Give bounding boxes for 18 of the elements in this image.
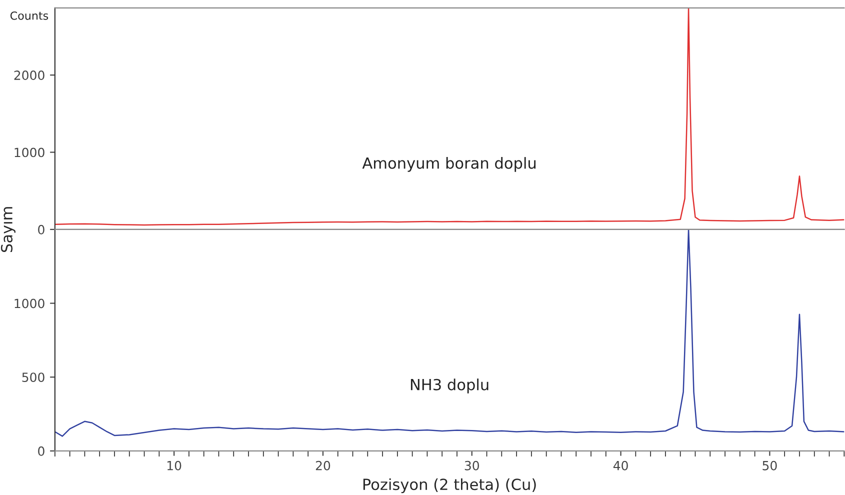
y-tick-label: 1000	[14, 298, 44, 308]
line-series	[54, 8, 844, 226]
x-tick-label: 40	[613, 460, 628, 470]
y-tick-label: 0	[38, 446, 44, 456]
x-tick-label: 30	[464, 460, 479, 470]
text: Counts	[10, 11, 48, 20]
x-tick-label: 20	[316, 460, 330, 470]
text: Amonyum boran doplu	[362, 157, 536, 172]
y-axis-title: Sayım	[0, 207, 16, 252]
y-tick-label: 1000	[14, 148, 44, 158]
x-tick-label: 50	[762, 460, 777, 470]
line-series	[54, 229, 844, 437]
x-tick-label: 10	[167, 460, 182, 470]
y-tick-label: 2000	[14, 70, 44, 80]
y-tick-label: 500	[22, 372, 44, 382]
text: NH3 doplu	[410, 378, 488, 394]
x-axis-title: Pozisyon (2 theta) (Cu)	[363, 478, 536, 494]
y-tick-label: 0	[38, 224, 44, 234]
